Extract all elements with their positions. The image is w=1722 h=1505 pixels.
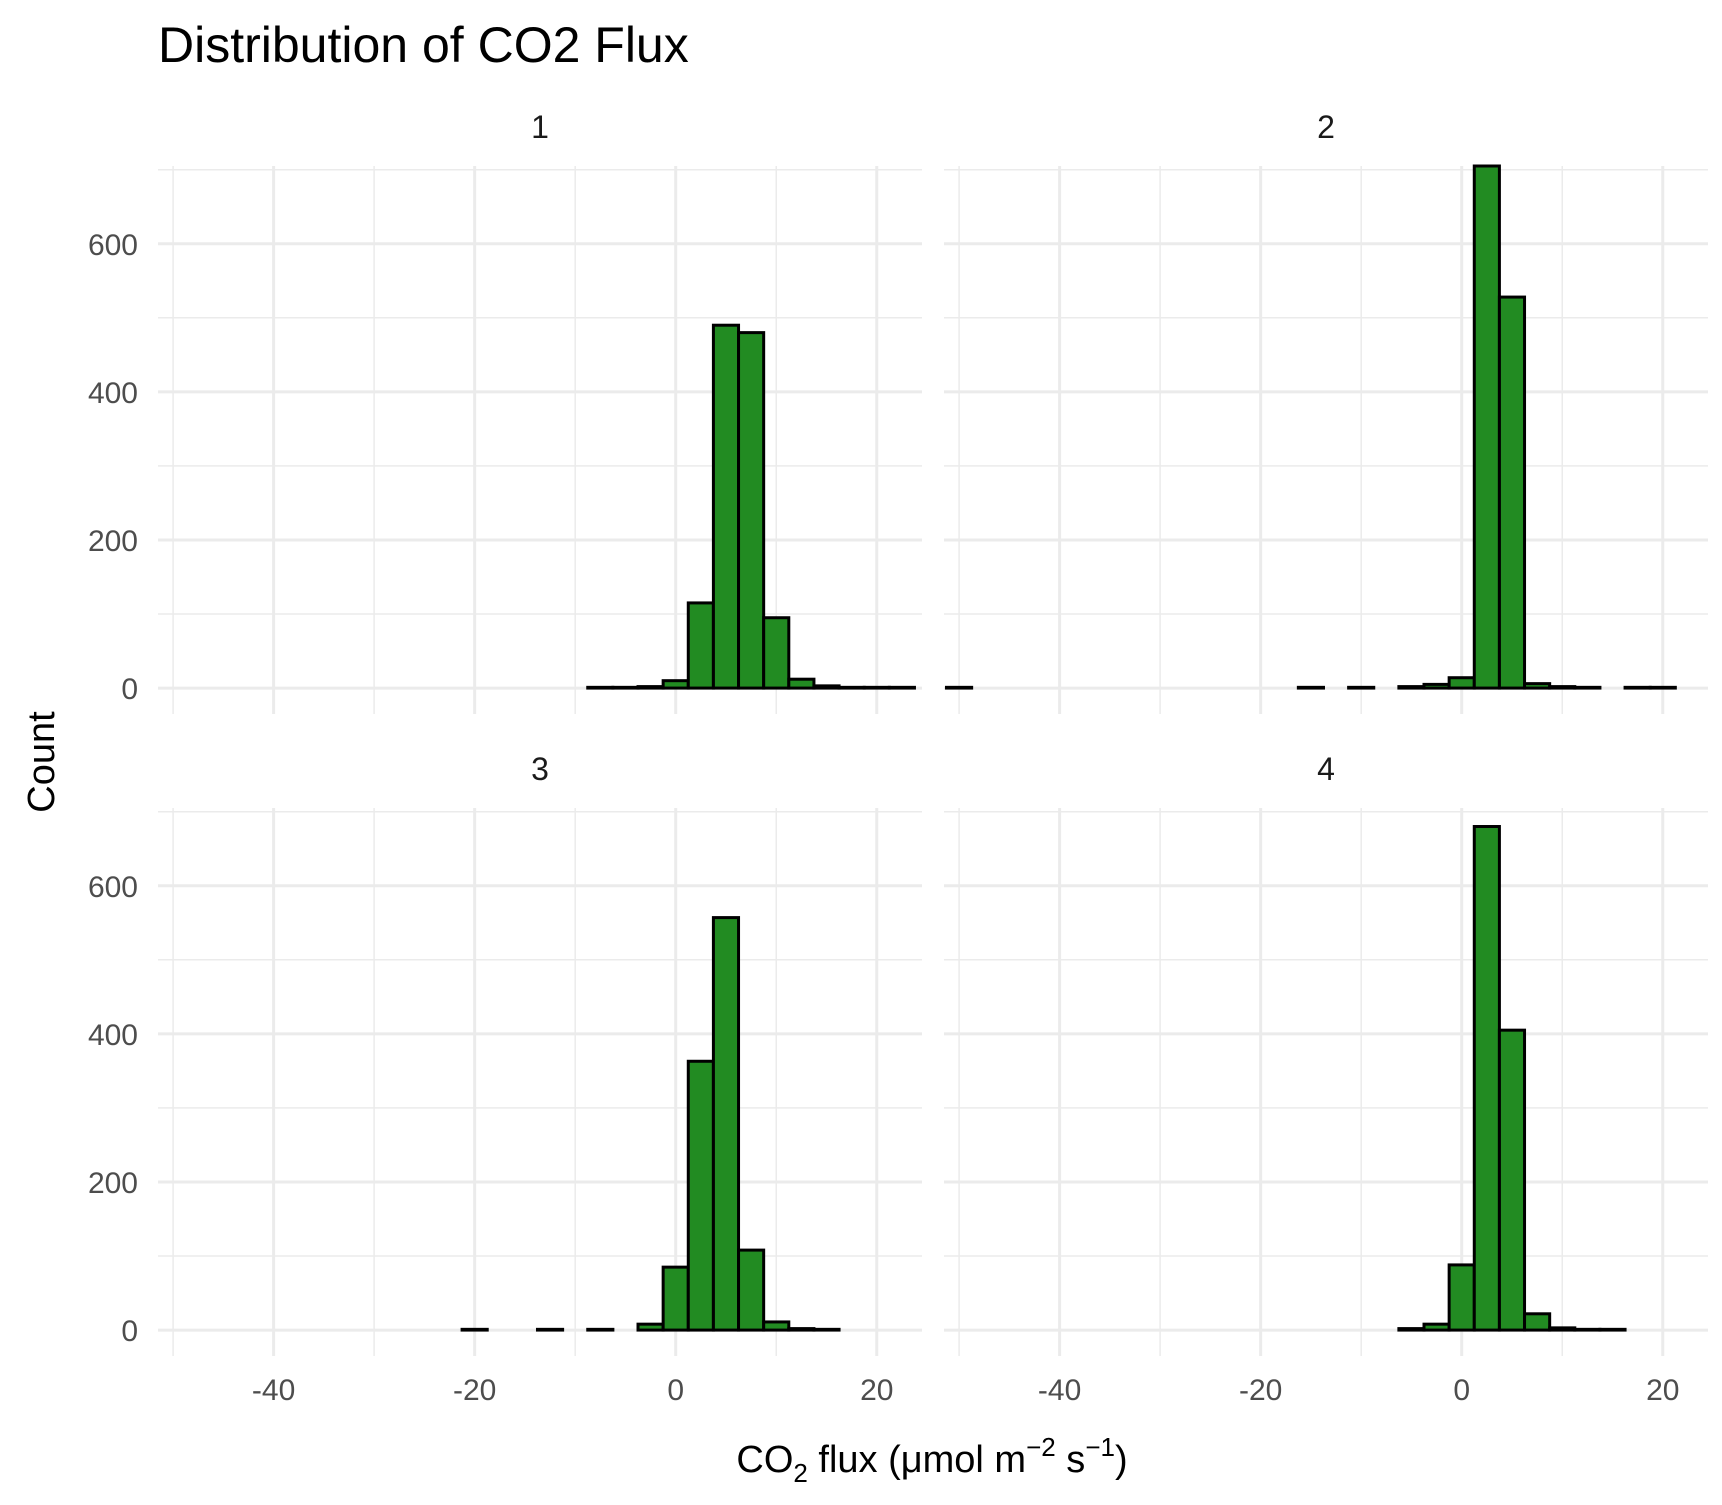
histogram-bar [661, 1265, 690, 1332]
y-tick-label: 0 [121, 673, 138, 706]
histogram-bar [611, 685, 640, 690]
histogram-bar [1472, 825, 1501, 1332]
histogram-bar [887, 685, 916, 690]
y-tick-label: 600 [88, 871, 138, 904]
histogram-bar [535, 1327, 565, 1332]
x-tick-label: -20 [1239, 1374, 1282, 1407]
y-tick-label: 400 [88, 1019, 138, 1052]
histogram-bar [1447, 1263, 1476, 1332]
histogram-bar [1573, 1327, 1602, 1332]
histogram-bar [1397, 685, 1426, 690]
histogram-bar [737, 1248, 766, 1332]
histogram-bar [787, 677, 816, 690]
x-tick-label: 20 [860, 1374, 893, 1407]
histogram-bar [636, 1322, 665, 1332]
facet-strip-label: 3 [531, 751, 549, 787]
facet-panel: 4 -40 -20 0 20 [944, 751, 1708, 1407]
facet-strip-label: 4 [1317, 751, 1335, 787]
x-tick-label: 20 [1646, 1374, 1679, 1407]
histogram-bar [1548, 1326, 1577, 1332]
histogram-bar [1422, 682, 1451, 690]
y-tick-label: 200 [88, 525, 138, 558]
histogram-bar [1648, 685, 1677, 690]
histogram-bar [1497, 295, 1527, 690]
histogram-bar [862, 685, 891, 690]
histogram-bar [711, 323, 741, 690]
histogram-bar [1472, 164, 1501, 690]
histogram-bar [1296, 685, 1325, 690]
facet-panel: 1 0 200 400 600 [88, 109, 922, 714]
histogram-bar [737, 331, 766, 690]
histogram-bar [711, 916, 741, 1332]
facet-panels: 1 0 200 400 600 2 3 0 200 400 600 -40 -20 0 20 4 -40 -20 0… [88, 109, 1708, 1407]
x-tick-label: 0 [1453, 1374, 1470, 1407]
histogram-bar [636, 685, 665, 690]
histogram-bar [837, 685, 866, 690]
histogram-bar [812, 684, 841, 690]
histogram-bar [812, 1327, 841, 1332]
y-tick-label: 0 [121, 1315, 138, 1348]
histogram-bar [1623, 685, 1652, 690]
y-tick-label: 200 [88, 1167, 138, 1200]
histogram-bar [762, 1320, 791, 1332]
histogram-bar [1548, 685, 1577, 690]
x-tick-label: -40 [252, 1374, 295, 1407]
x-axis-title: CO2 flux (μmol m−2 s−1) [736, 1432, 1127, 1488]
histogram-bar [1523, 1312, 1552, 1332]
y-axis-title: Count [21, 711, 63, 813]
y-tick-label: 600 [88, 229, 138, 262]
histogram-bar [686, 1059, 715, 1332]
histogram-bar [787, 1327, 816, 1332]
histogram-bar [586, 685, 615, 690]
histogram-bar [686, 601, 715, 690]
histogram-bar [1497, 1028, 1527, 1332]
histogram-bar [1523, 682, 1552, 690]
facet-panel: 3 0 200 400 600 -40 -20 0 20 [88, 751, 922, 1407]
histogram-bar [1573, 685, 1602, 690]
y-tick-label: 400 [88, 377, 138, 410]
facet-panel: 2 [944, 109, 1708, 714]
histogram-bar [1422, 1322, 1451, 1332]
histogram-bar [1397, 1327, 1426, 1332]
histogram-bar [762, 616, 791, 690]
facet-strip-label: 1 [531, 109, 549, 145]
x-tick-label: 0 [667, 1374, 684, 1407]
histogram-bar [460, 1327, 489, 1332]
histogram-bar [586, 1327, 615, 1332]
histogram-bar [1598, 1327, 1627, 1332]
histogram-bar [945, 685, 974, 690]
histogram-bar [661, 679, 690, 690]
facet-strip-label: 2 [1317, 109, 1335, 145]
x-tick-label: -20 [453, 1374, 496, 1407]
histogram-bar [1447, 676, 1476, 690]
x-tick-label: -40 [1038, 1374, 1081, 1407]
histogram-bar [1347, 685, 1376, 690]
chart-title: Distribution of CO2 Flux [158, 17, 689, 73]
